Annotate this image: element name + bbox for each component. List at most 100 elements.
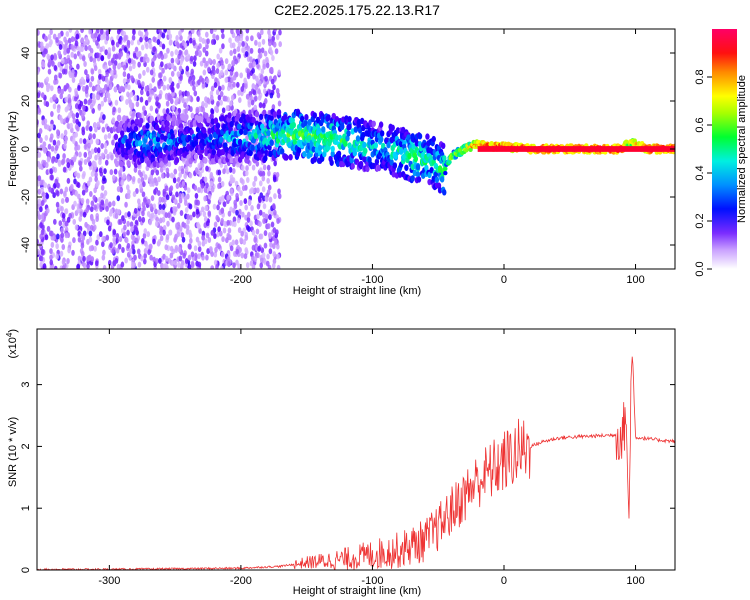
heatmap-cell [158, 29, 162, 33]
heatmap-cell [80, 29, 84, 34]
heatmap-cell [275, 229, 279, 236]
heatmap-cell [135, 101, 140, 108]
heatmap-cell [87, 254, 91, 261]
heatmap-cell [353, 126, 359, 133]
heatmap-cell [185, 224, 190, 231]
heatmap-cell [187, 95, 191, 102]
heatmap-cell [236, 123, 242, 130]
heatmap-cell [215, 34, 220, 41]
heatmap-cell [104, 148, 108, 155]
heatmap-cell [275, 171, 280, 178]
heatmap-cell [81, 55, 86, 62]
heatmap-cell [276, 253, 280, 260]
heatmap-cell [101, 254, 106, 261]
heatmap-cell [98, 231, 103, 238]
heatmap-cell [171, 194, 176, 201]
heatmap-cell [201, 234, 206, 241]
heatmap-cell [267, 33, 272, 40]
heatmap-cell [220, 59, 224, 66]
heatmap-cell [149, 203, 153, 210]
heatmap-cell [229, 120, 234, 128]
heatmap-cell [78, 151, 82, 158]
heatmap-cell [179, 94, 183, 101]
heatmap-cell [53, 93, 57, 100]
heatmap-cell [214, 105, 218, 112]
heatmap-cell [244, 170, 249, 177]
heatmap-cell [204, 96, 208, 103]
heatmap-cell [238, 128, 244, 135]
heatmap-cell [211, 148, 216, 156]
heatmap-cell [183, 173, 187, 180]
heatmap-cell [76, 125, 80, 132]
snr-frame [36, 328, 676, 571]
heatmap-cell [252, 89, 257, 96]
heatmap-cell [86, 120, 90, 127]
heatmap-cell [105, 30, 110, 37]
heatmap-cell [250, 205, 254, 212]
heatmap-cell [55, 243, 59, 250]
heatmap-cell [415, 163, 421, 171]
heatmap-cell [93, 204, 97, 211]
heatmap-cell [39, 255, 44, 262]
heatmap-cell [203, 195, 207, 202]
heatmap-cell [187, 254, 192, 261]
heatmap-cell [175, 223, 179, 230]
heatmap-cell [120, 261, 125, 268]
heatmap-cell [251, 83, 256, 90]
heatmap-cell [238, 246, 242, 253]
heatmap-cell [258, 52, 263, 59]
heatmap-cell [145, 66, 150, 73]
heatmap-cell [60, 227, 64, 234]
heatmap-cell [265, 260, 270, 267]
heatmap-cell [213, 29, 217, 33]
heatmap-cell [276, 264, 281, 269]
heatmap-cell [65, 31, 70, 38]
heatmap-cell [134, 140, 140, 147]
heatmap-cell [205, 232, 210, 239]
heatmap-cell [178, 197, 183, 204]
heatmap-cell [257, 245, 261, 252]
heatmap-cell [37, 160, 41, 167]
heatmap-cell [267, 40, 272, 47]
heatmap-cell [251, 67, 255, 74]
heatmap-cell [48, 186, 52, 193]
heatmap-cell [424, 164, 429, 172]
heatmap-cell [149, 105, 154, 112]
heatmap-cell [231, 59, 235, 66]
heatmap-cell [40, 229, 45, 236]
heatmap-cell [98, 167, 103, 174]
heatmap-cell [80, 250, 85, 257]
heatmap-cell [284, 154, 289, 161]
heatmap-cell [266, 164, 271, 171]
heatmap-cell [204, 50, 209, 57]
heatmap-cell [169, 185, 174, 192]
heatmap-cell [113, 86, 118, 93]
heatmap-cell [53, 64, 58, 71]
heatmap-cell [169, 98, 174, 105]
heatmap-cell [197, 240, 202, 247]
heatmap-cell [70, 44, 75, 51]
heatmap-cell [155, 96, 160, 103]
heatmap-cell [236, 46, 241, 53]
heatmap-cell [205, 220, 210, 227]
heatmap-cell [158, 203, 163, 210]
heatmap-cell [133, 166, 138, 173]
heatmap-cell [262, 164, 267, 171]
heatmap-cell [168, 39, 173, 46]
heatmap-cell [355, 135, 361, 142]
heatmap-cell [76, 207, 81, 214]
heatmap-cell [160, 196, 165, 203]
heatmap-cell [347, 115, 352, 123]
heatmap-cell [103, 168, 107, 175]
heatmap-cell [251, 244, 256, 251]
heatmap-cell [83, 151, 88, 158]
heatmap-cell [194, 192, 199, 199]
heatmap-cell [128, 153, 133, 161]
heatmap-cell [205, 31, 209, 38]
spectrogram-y-axis: -40 -20 0 20 40 [20, 47, 675, 253]
heatmap-cell [45, 76, 50, 83]
heatmap-cell [216, 204, 220, 211]
heatmap-cell [74, 170, 78, 177]
snr-y-tick-label: 1 [20, 505, 32, 511]
heatmap-cell [261, 252, 266, 259]
